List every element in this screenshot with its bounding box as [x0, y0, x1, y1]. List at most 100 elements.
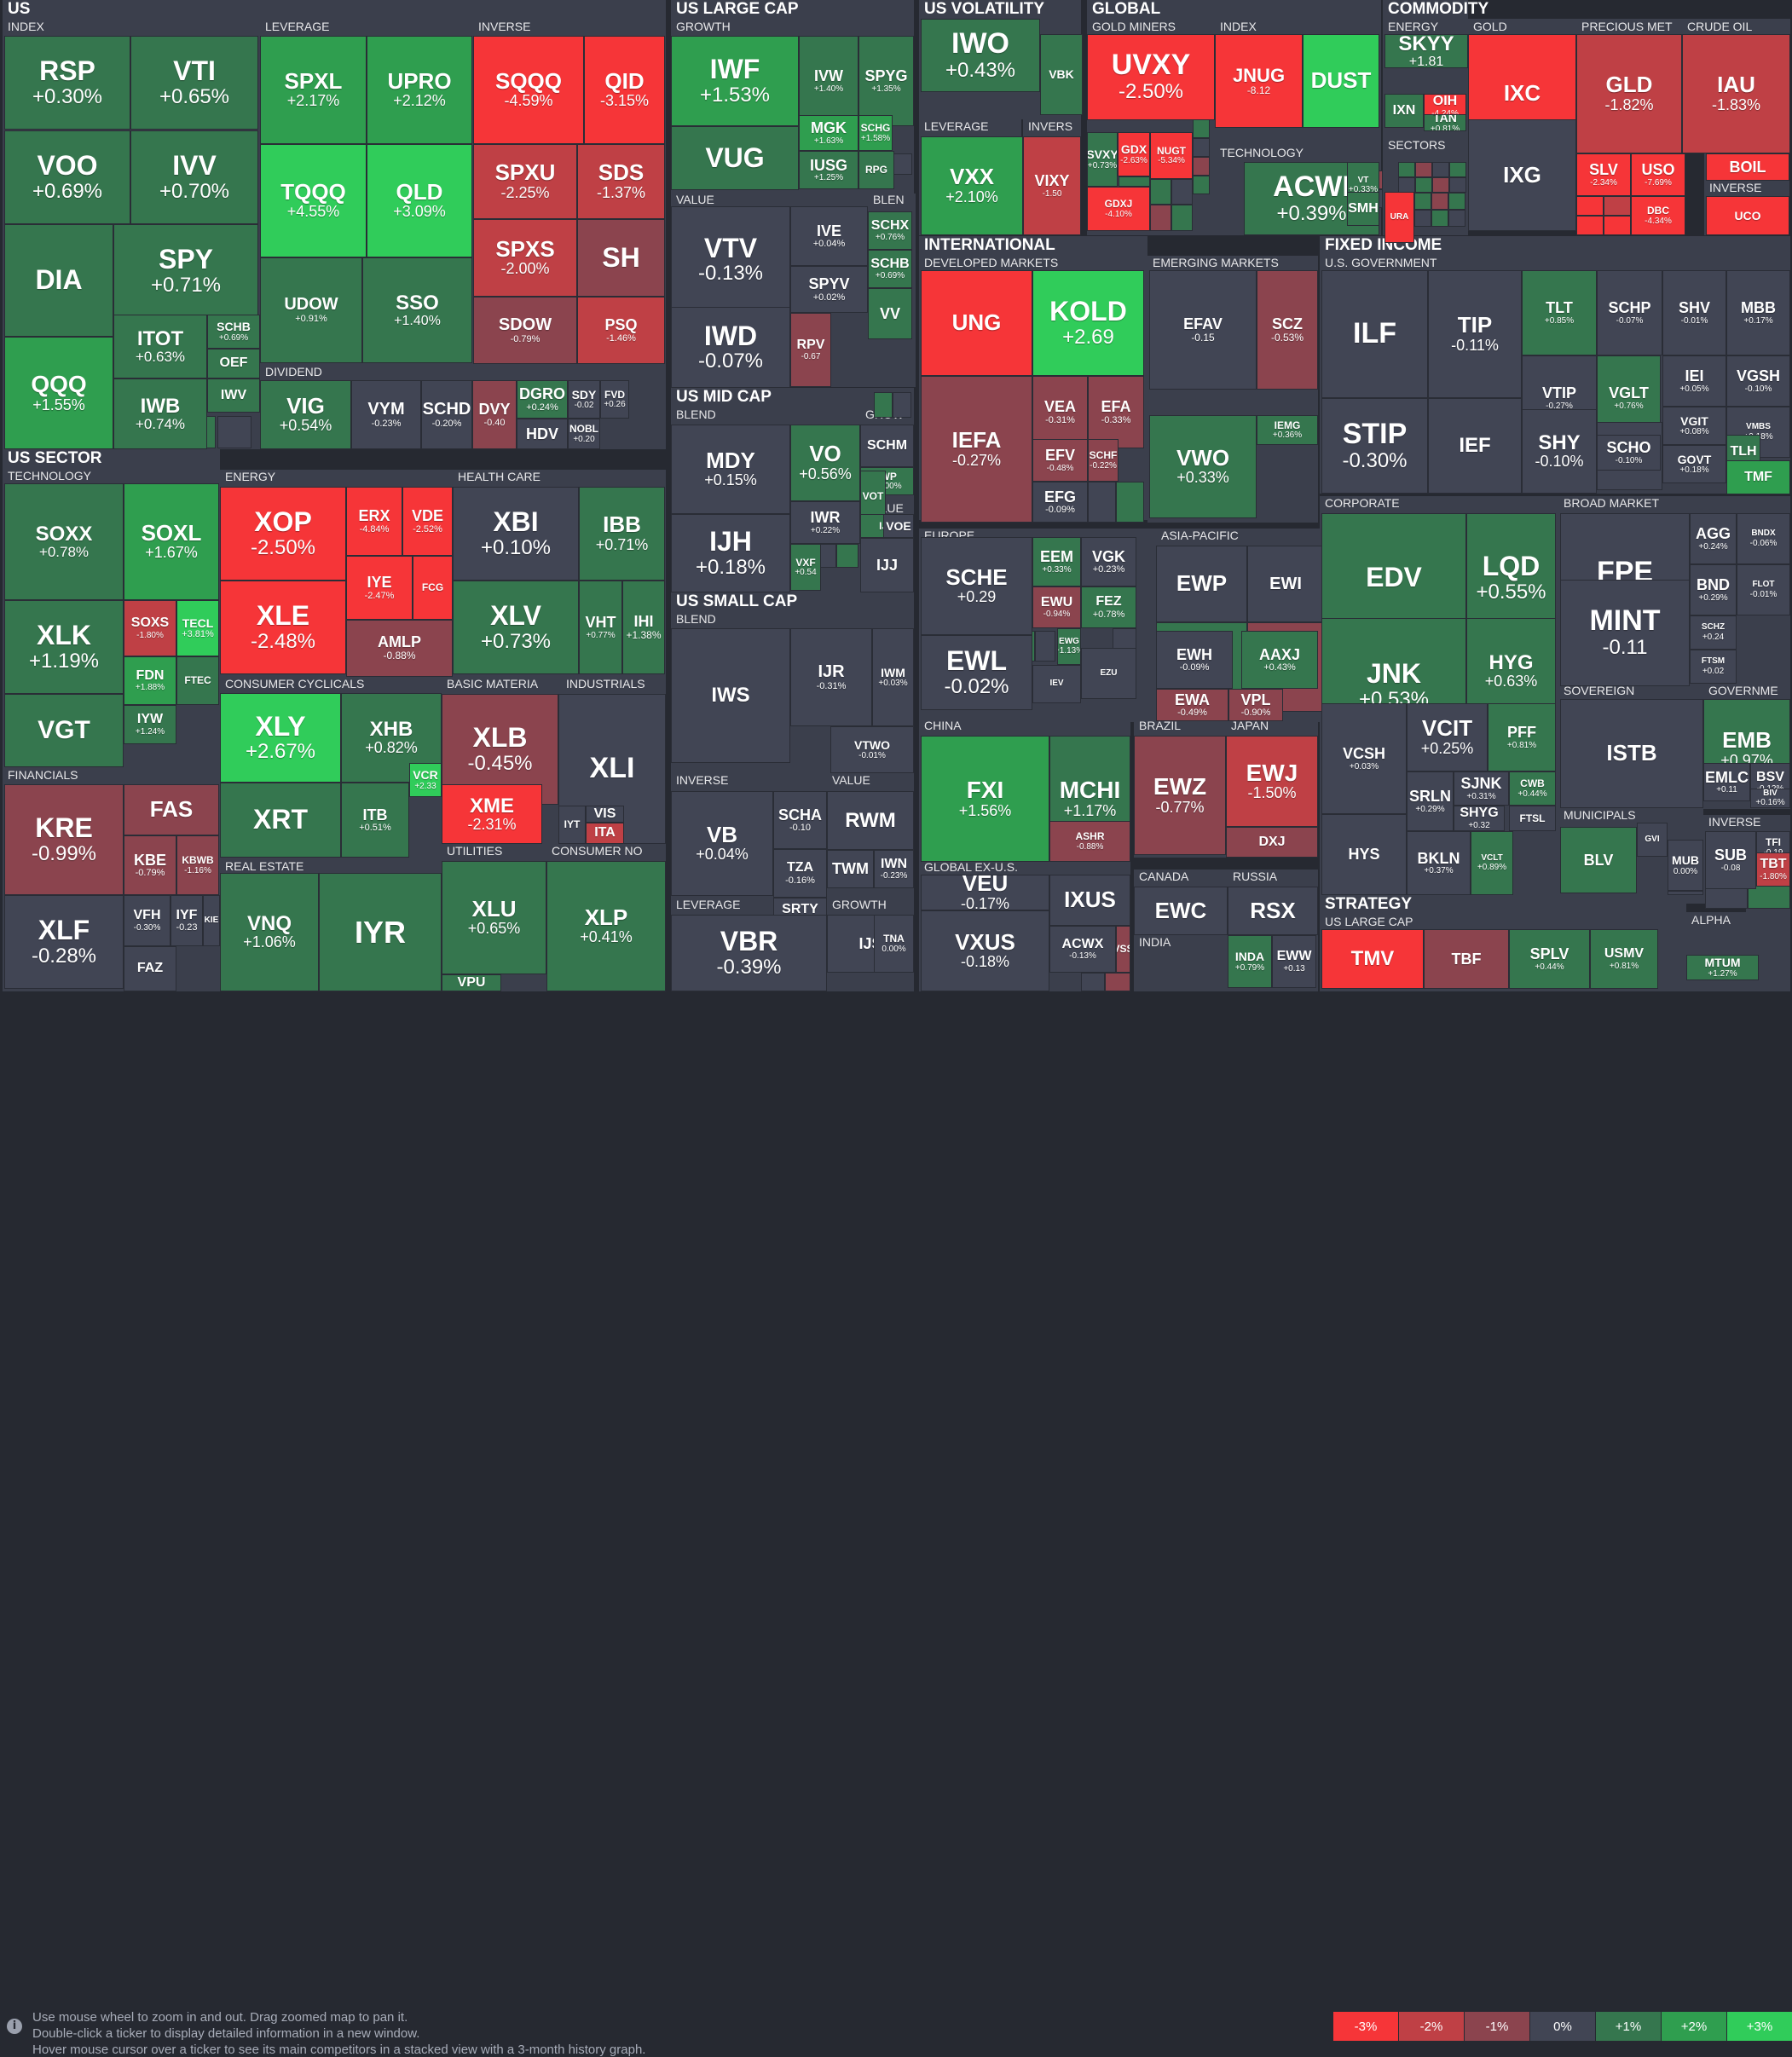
ticker-tile-vxx[interactable]: VXX +2.10% — [921, 136, 1023, 235]
ticker-tile-ezu[interactable]: EZU — [1081, 648, 1136, 699]
ticker-tile-tbf[interactable]: TBF — [1424, 929, 1509, 989]
ticker-tile-scz[interactable]: SCZ -0.53% — [1257, 270, 1318, 390]
ticker-tile-ilf[interactable]: ILF — [1321, 270, 1428, 398]
ticker-tile-smh[interactable]: SMH — [1347, 192, 1379, 226]
ticker-tile-tecl[interactable]: TECL +3.81% — [176, 600, 219, 656]
minor-ticker-cell[interactable] — [1081, 973, 1105, 991]
ticker-tile-qqq[interactable]: QQQ +1.55% — [4, 337, 113, 449]
ticker-tile-iye[interactable]: IYE -2.47% — [346, 556, 413, 620]
ticker-tile-iwv[interactable]: IWV — [207, 378, 260, 413]
ticker-tile-xbi[interactable]: XBI +0.10% — [453, 487, 579, 581]
ticker-tile-vti[interactable]: VTI +0.65% — [130, 36, 258, 130]
minor-ticker-cell[interactable] — [1193, 138, 1210, 157]
ticker-tile-shv[interactable]: SHV -0.01% — [1662, 270, 1726, 355]
ticker-tile-eem[interactable]: EEM +0.33% — [1032, 537, 1081, 586]
ticker-tile-vde[interactable]: VDE -2.52% — [402, 487, 453, 556]
ticker-tile-kre[interactable]: KRE -0.99% — [4, 784, 124, 895]
ticker-tile-vb[interactable]: VB +0.04% — [671, 791, 773, 896]
ticker-tile-tip[interactable]: TIP -0.11% — [1428, 270, 1522, 398]
minor-ticker-cell[interactable] — [1431, 193, 1448, 210]
ticker-tile-rsp[interactable]: RSP +0.30% — [4, 36, 130, 130]
ticker-tile-aaxj[interactable]: AAXJ +0.43% — [1241, 631, 1318, 689]
ticker-tile-sh[interactable]: SH — [577, 219, 665, 297]
ticker-tile-vclt[interactable]: VCLT +0.89% — [1471, 831, 1513, 895]
ticker-tile-xlu[interactable]: XLU +0.65% — [442, 861, 546, 974]
ticker-tile-iws[interactable]: IWS — [671, 628, 790, 763]
ticker-tile-kie[interactable]: KIE — [203, 895, 220, 946]
ticker-tile-sub[interactable]: SUB -0.08 — [1705, 831, 1756, 889]
ticker-tile-ivv[interactable]: IVV +0.70% — [130, 130, 258, 224]
ticker-tile-vixy[interactable]: VIXY -1.50 — [1023, 136, 1081, 235]
ticker-tile-vot[interactable]: VOT — [860, 471, 886, 522]
ticker-tile-xle[interactable]: XLE -2.48% — [220, 581, 346, 674]
ticker-tile-mbb[interactable]: MBB +0.17% — [1726, 270, 1790, 355]
ticker-tile-vo[interactable]: VO +0.56% — [790, 425, 860, 501]
ticker-tile-slv[interactable]: SLV -2.34% — [1576, 153, 1631, 196]
ticker-tile-usmv[interactable]: USMV +0.81% — [1590, 929, 1658, 989]
ticker-tile-xlf[interactable]: XLF -0.28% — [4, 895, 124, 989]
ticker-tile-sds[interactable]: SDS -1.37% — [577, 144, 665, 219]
ticker-tile-ewu[interactable]: EWU -0.94% — [1032, 586, 1081, 628]
ticker-tile-iyf[interactable]: IYF -0.23 — [171, 895, 203, 946]
minor-ticker-cell[interactable] — [1415, 162, 1432, 177]
minor-ticker-cell[interactable] — [1432, 162, 1449, 177]
ticker-tile-gvi[interactable]: GVI — [1637, 823, 1668, 857]
ticker-tile-iemg[interactable]: IEMG +0.36% — [1257, 415, 1318, 445]
ticker-tile-iefa[interactable]: IEFA -0.27% — [921, 376, 1032, 523]
ticker-tile-ftsl[interactable]: FTSL — [1509, 806, 1556, 831]
minor-ticker-cell[interactable] — [1193, 157, 1210, 176]
ticker-tile-spy[interactable]: SPY +0.71% — [113, 224, 258, 318]
ticker-tile-tbt[interactable]: TBT -1.80% — [1756, 852, 1790, 887]
ticker-tile-sso[interactable]: SSO +1.40% — [362, 257, 472, 363]
ticker-tile-rsx[interactable]: RSX — [1228, 887, 1318, 935]
ticker-tile-iwn[interactable]: IWN -0.23% — [874, 850, 914, 888]
ticker-tile-xlv[interactable]: XLV +0.73% — [453, 581, 579, 674]
ticker-tile-ivw[interactable]: IVW +1.40% — [799, 36, 858, 126]
ticker-tile-iyw[interactable]: IYW +1.24% — [124, 705, 176, 744]
ticker-tile-efav[interactable]: EFAV -0.15 — [1149, 270, 1257, 390]
ticker-tile-vug[interactable]: VUG — [671, 126, 799, 190]
ticker-tile-ive[interactable]: IVE +0.04% — [790, 206, 868, 266]
ticker-tile-iyt[interactable]: IYT — [558, 806, 586, 844]
minor-ticker-cell[interactable] — [1414, 210, 1431, 227]
ticker-tile-dia[interactable]: DIA — [4, 224, 113, 337]
ticker-tile-shyg[interactable]: SHYG +0.32 — [1454, 806, 1505, 831]
ticker-tile-ewp[interactable]: EWP — [1156, 546, 1247, 622]
minor-ticker-cell[interactable] — [1431, 210, 1448, 227]
ticker-tile-boil[interactable]: BOIL — [1706, 153, 1789, 181]
ticker-tile-vgt[interactable]: VGT — [4, 694, 124, 767]
ticker-tile-uvxy[interactable]: UVXY -2.50% — [1087, 34, 1215, 120]
ticker-tile-gld[interactable]: GLD -1.82% — [1576, 34, 1682, 153]
ticker-tile-vis[interactable]: VIS — [586, 806, 624, 823]
minor-ticker-cell[interactable] — [1604, 196, 1631, 216]
ticker-tile-svxy[interactable]: SVXY +0.73% — [1087, 132, 1118, 187]
minor-ticker-cell[interactable] — [1105, 973, 1130, 991]
ticker-tile-mint[interactable]: MINT -0.11 — [1560, 580, 1690, 686]
ticker-tile-itb[interactable]: ITB +0.51% — [341, 783, 409, 858]
ticker-tile-soxx[interactable]: SOXX +0.78% — [4, 483, 124, 600]
ticker-tile-ewj[interactable]: EWJ -1.50% — [1226, 736, 1318, 827]
ticker-tile-fez[interactable]: FEZ +0.78% — [1081, 586, 1136, 628]
ticker-tile-schm[interactable]: SCHM — [860, 425, 914, 467]
ticker-tile-efa[interactable]: EFA -0.33% — [1088, 376, 1144, 448]
ticker-tile-jnug[interactable]: JNUG -8.12 — [1215, 34, 1303, 128]
ticker-tile-kbe[interactable]: KBE -0.79% — [124, 835, 176, 895]
ticker-tile-tza[interactable]: TZA -0.16% — [773, 849, 827, 898]
ticker-tile-inda[interactable]: INDA +0.79% — [1228, 935, 1272, 988]
ticker-tile-dbc[interactable]: DBC -4.34% — [1631, 196, 1685, 235]
minor-ticker-cell[interactable] — [893, 392, 911, 418]
ticker-tile-spyg[interactable]: SPYG +1.35% — [858, 36, 914, 126]
ticker-tile-ixg[interactable]: IXG — [1468, 119, 1576, 231]
ticker-tile-qld[interactable]: QLD +3.09% — [367, 144, 472, 257]
ticker-tile-xly[interactable]: XLY +2.67% — [220, 693, 341, 783]
ticker-tile-biv[interactable]: BIV +0.16% — [1750, 789, 1790, 808]
ticker-tile-kold[interactable]: KOLD +2.69 — [1032, 270, 1144, 376]
ticker-tile-scho[interactable]: SCHO -0.10% — [1597, 435, 1661, 471]
ticker-tile-ijr[interactable]: IJR -0.31% — [790, 628, 872, 726]
ticker-tile-vig[interactable]: VIG +0.54% — [260, 380, 351, 449]
ticker-tile-nugt[interactable]: NUGT -5.34% — [1150, 132, 1193, 179]
ticker-tile-skyy[interactable]: SKYY +1.81 — [1384, 34, 1468, 68]
ticker-tile-ung[interactable]: UNG — [921, 270, 1032, 376]
ticker-tile-vgk[interactable]: VGK +0.23% — [1081, 537, 1136, 586]
etf-heatmap[interactable]: US INDEX LEVERAGE INVERSE DIVIDEND US SECTOR T… — [0, 0, 1792, 997]
